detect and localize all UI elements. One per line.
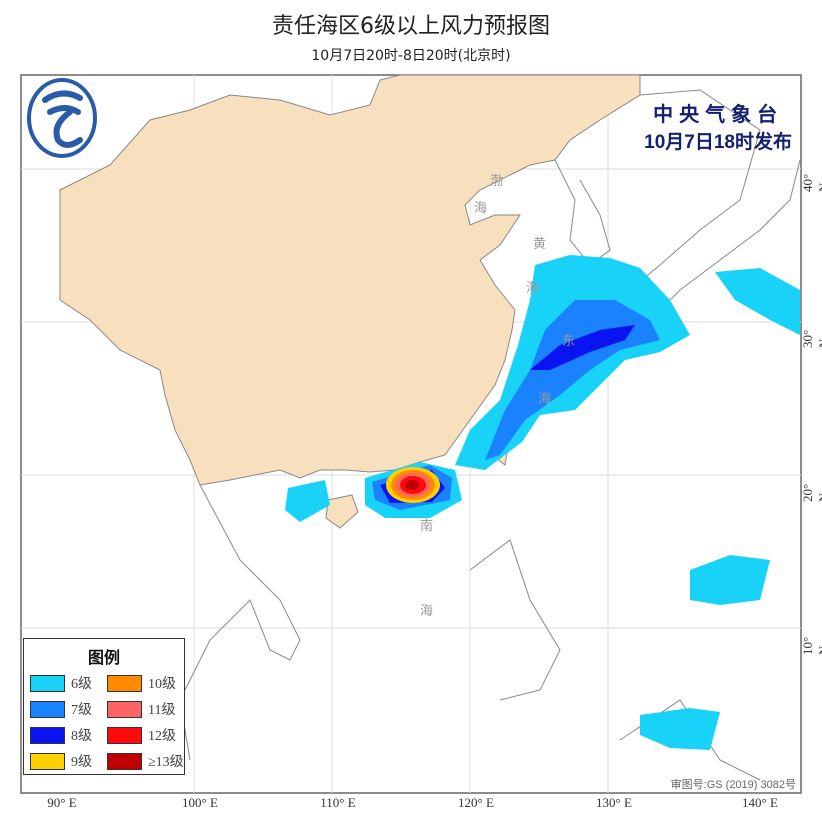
legend-item: 6级 <box>30 673 107 693</box>
lat-tick-label: 30° N <box>800 329 822 348</box>
legend-item: 8级 <box>30 725 107 745</box>
legend-swatch <box>30 752 65 770</box>
sea-label: 东 <box>562 334 576 349</box>
legend-label: 11级 <box>148 703 176 718</box>
legend-swatch <box>107 726 142 744</box>
sea-label: 南 <box>420 519 434 534</box>
legend: 图例 6级 10级 7级 11级 8级 12级 9级 ≥13级 <box>23 638 185 775</box>
legend-swatch <box>107 700 142 718</box>
wind-area-6 <box>640 708 720 750</box>
legend-swatch <box>30 700 65 718</box>
lat-tick-label: 10° N <box>800 636 822 655</box>
wind-area-13 <box>405 480 419 490</box>
legend-label: 8级 <box>71 729 92 744</box>
map-title: 责任海区6级以上风力预报图 <box>272 14 550 39</box>
lon-tick-label: 120° E <box>458 795 494 810</box>
issue-time: 10月7日18时发布 <box>644 132 792 153</box>
legend-item: ≥13级 <box>107 751 184 771</box>
wind-area-6 <box>690 555 770 605</box>
legend-label: 9级 <box>71 755 92 770</box>
legend-label: 7级 <box>71 703 92 718</box>
lon-tick-label: 140° E <box>742 795 778 810</box>
legend-label: 12级 <box>148 729 176 744</box>
sea-label: 渤 <box>490 174 504 189</box>
legend-swatch <box>30 674 65 692</box>
publisher-stamp: 中央气象台 10月7日18时发布 <box>644 98 792 154</box>
sea-label: 海 <box>474 201 488 216</box>
legend-swatch <box>107 752 142 770</box>
wind-areas <box>285 255 800 750</box>
legend-item: 10级 <box>107 673 184 693</box>
lat-tick-label: 20° N <box>800 483 822 502</box>
wind-area-6 <box>285 480 330 522</box>
hainan-land <box>325 494 359 529</box>
lon-tick-label: 100° E <box>182 795 218 810</box>
legend-title: 图例 <box>87 648 120 667</box>
legend-item: 7级 <box>30 699 107 719</box>
map-subtitle: 10月7日20时-8日20时(北京时) <box>311 48 511 64</box>
lon-tick-label: 130° E <box>596 795 632 810</box>
lat-tick-label: 40° N <box>800 173 822 192</box>
wind-area-8 <box>530 325 635 370</box>
legend-swatch <box>30 726 65 744</box>
legend-swatch <box>107 674 142 692</box>
sea-label: 海 <box>526 281 540 296</box>
sea-label: 海 <box>538 392 552 407</box>
legend-label: 6级 <box>71 677 92 692</box>
legend-label: 10级 <box>148 677 176 692</box>
cma-logo-icon <box>27 78 97 158</box>
lon-tick-label: 90° E <box>47 795 77 810</box>
publisher-org: 中央气象台 <box>653 104 784 126</box>
legend-item: 11级 <box>107 699 184 719</box>
sea-label: 黄 <box>533 237 547 252</box>
legend-item: 9级 <box>30 751 107 771</box>
wind-area-6 <box>715 268 800 335</box>
approval-number: 审图号:GS (2019) 3082号 <box>670 779 796 791</box>
legend-item: 12级 <box>107 725 184 745</box>
lon-tick-label: 110° E <box>320 795 356 810</box>
sea-label: 海 <box>420 604 434 619</box>
legend-label: ≥13级 <box>148 755 184 770</box>
